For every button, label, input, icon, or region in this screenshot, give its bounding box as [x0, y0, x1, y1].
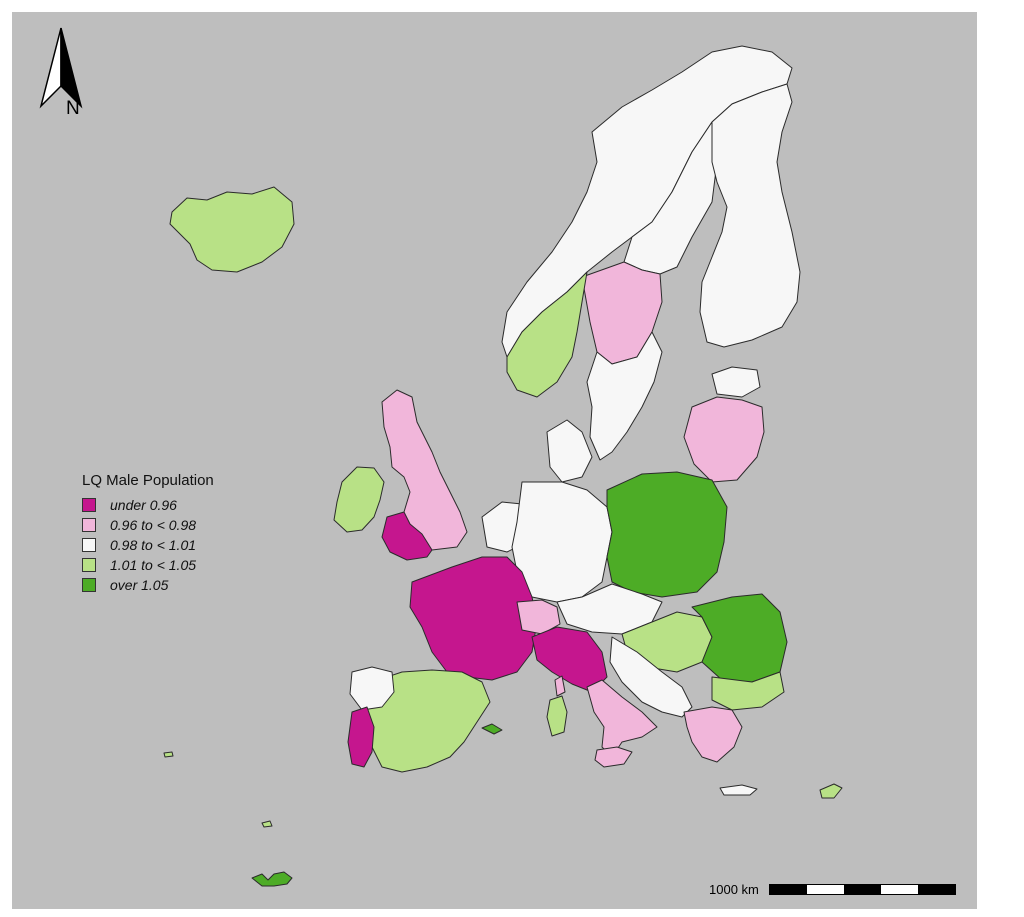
scale-bar: 1000 km — [709, 882, 956, 897]
region-france — [409, 556, 538, 681]
region-balearics — [481, 723, 503, 735]
legend-label: over 1.05 — [110, 577, 169, 593]
region-czechia-austria — [556, 583, 663, 635]
region-cyprus — [819, 783, 843, 799]
legend-item: under 0.96 — [82, 495, 214, 515]
region-great-britain — [381, 389, 468, 551]
legend-swatch — [82, 498, 96, 512]
region-switzerland — [516, 599, 561, 635]
scale-segment — [806, 885, 844, 894]
north-label: N — [66, 98, 80, 119]
legend-item: 1.01 to < 1.05 — [82, 555, 214, 575]
scale-label: 1000 km — [709, 882, 759, 897]
legend-swatch — [82, 558, 96, 572]
region-germany — [511, 481, 613, 603]
legend-swatch — [82, 578, 96, 592]
map-frame: N LQ Male Population under 0.96 0.96 to <… — [12, 12, 977, 909]
region-iceland — [169, 186, 295, 273]
legend: LQ Male Population under 0.96 0.96 to < 0… — [82, 472, 214, 595]
region-bulgaria — [711, 671, 785, 711]
region-ireland — [333, 466, 385, 533]
region-poland — [606, 471, 728, 598]
region-spain-northwest — [349, 666, 395, 711]
region-wales — [381, 511, 433, 561]
region-corsica — [554, 675, 566, 697]
scale-segment — [880, 885, 918, 894]
scale-segment — [917, 885, 955, 894]
region-norway-south — [506, 271, 588, 398]
legend-title: LQ Male Population — [82, 472, 214, 489]
region-sicily — [594, 746, 633, 768]
legend-item: 0.98 to < 1.01 — [82, 535, 214, 555]
region-italy-north — [531, 626, 608, 693]
region-baltics — [683, 396, 765, 483]
region-sweden-south — [586, 331, 663, 461]
region-sardinia — [546, 695, 568, 737]
scale-segment — [843, 885, 881, 894]
legend-item: 0.96 to < 0.98 — [82, 515, 214, 535]
scale-segment — [769, 885, 807, 894]
legend-label: 1.01 to < 1.05 — [110, 557, 197, 573]
region-denmark — [546, 419, 593, 483]
region-portugal — [347, 706, 375, 768]
north-arrow: N — [26, 26, 96, 121]
north-arrow-icon — [39, 27, 83, 109]
scale-segments — [768, 884, 956, 895]
region-crete — [719, 784, 758, 796]
legend-label: under 0.96 — [110, 497, 177, 513]
legend-swatch — [82, 538, 96, 552]
region-canaries — [251, 871, 293, 887]
europe-map — [163, 45, 843, 887]
region-balkans — [609, 636, 693, 718]
legend-label: 0.98 to < 1.01 — [110, 537, 197, 553]
region-estonia — [711, 366, 761, 398]
region-azores — [163, 751, 174, 758]
region-italy-south — [586, 679, 658, 758]
legend-label: 0.96 to < 0.98 — [110, 517, 197, 533]
region-finland — [699, 83, 801, 348]
legend-item: over 1.05 — [82, 575, 214, 595]
region-greece — [683, 706, 743, 763]
legend-swatch — [82, 518, 96, 532]
region-madeira — [261, 820, 273, 828]
